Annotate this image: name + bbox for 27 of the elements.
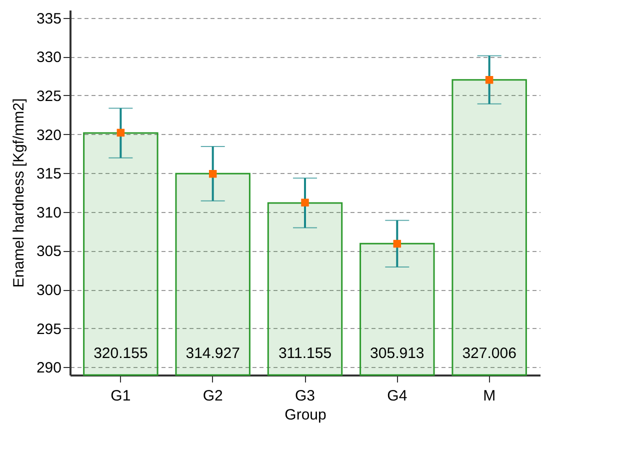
y-tick-label: 295 <box>36 320 62 338</box>
x-tick-label: G3 <box>294 388 316 404</box>
y-tick-label: 335 <box>36 10 62 28</box>
y-tick-label: 300 <box>36 282 62 300</box>
point <box>208 170 217 178</box>
y-tick-label: 310 <box>36 204 62 222</box>
y-tick-label: 330 <box>36 49 62 66</box>
point <box>393 240 402 248</box>
x-tick-label: G4 <box>387 388 408 404</box>
x-tick-label: M <box>483 388 496 404</box>
x-tick-label: G2 <box>202 388 223 404</box>
data-label: 327.006 <box>462 345 516 362</box>
x-tick-label: G1 <box>110 388 131 404</box>
data-label: 311.155 <box>278 345 332 362</box>
x-axis-title: Group <box>284 406 326 424</box>
y-axis-title: Enamel hardness [Kgf/mm2] <box>10 98 28 288</box>
y-tick-label: 320 <box>36 126 62 144</box>
y-tick-label: 315 <box>36 166 62 183</box>
point <box>116 128 125 137</box>
y-tick-label: 290 <box>36 360 62 377</box>
y-tick-label: 305 <box>36 243 62 260</box>
data-label: 305.913 <box>370 345 424 362</box>
point <box>301 198 309 206</box>
data-label: 320.155 <box>94 345 148 362</box>
point <box>485 76 494 84</box>
data-label: 314.927 <box>186 345 240 362</box>
y-tick-label: 325 <box>36 88 62 105</box>
